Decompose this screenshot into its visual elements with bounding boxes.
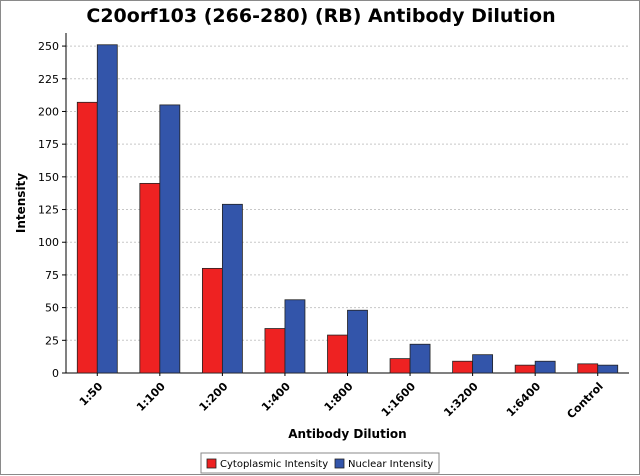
y-tick-label: 150	[38, 171, 59, 184]
bar-cytoplasmic	[452, 360, 474, 374]
y-tick-label: 225	[38, 73, 59, 86]
x-tick-label: 1:1600	[379, 380, 419, 420]
bar-cytoplasmic	[139, 182, 161, 374]
bar-nuclear	[534, 360, 556, 374]
bar-nuclear	[284, 299, 306, 374]
bar-nuclear	[96, 44, 118, 374]
bar-cytoplasmic	[327, 334, 348, 374]
legend-label: Cytoplasmic Intensity	[220, 459, 328, 470]
x-tick-label: 1:3200	[441, 380, 481, 420]
y-tick-label: 175	[38, 138, 59, 151]
bar-nuclear	[347, 309, 368, 374]
bar-nuclear	[409, 343, 431, 374]
y-tick-label: 250	[38, 40, 59, 53]
y-tick-label: 75	[45, 269, 59, 282]
y-tick-label: 125	[38, 204, 59, 217]
legend-swatch	[334, 458, 345, 469]
y-tick-label: 200	[38, 105, 59, 118]
bar-nuclear	[472, 354, 494, 374]
bar-nuclear	[597, 364, 619, 374]
y-axis-label: Intensity	[14, 173, 28, 233]
bar-cytoplasmic	[264, 328, 286, 374]
y-tick-label: 25	[45, 334, 59, 347]
x-tick-label: Control	[564, 380, 605, 421]
y-tick-label: 100	[38, 236, 59, 249]
bar-cytoplasmic	[389, 358, 411, 374]
y-tick-label: 50	[45, 302, 59, 315]
bar-cytoplasmic	[577, 363, 599, 374]
bar-cytoplasmic	[201, 267, 223, 374]
x-tick-label: 1:6400	[504, 380, 544, 420]
bar-cytoplasmic	[76, 101, 98, 374]
legend-label: Nuclear Intensity	[348, 459, 433, 470]
legend	[200, 452, 440, 474]
x-tick-label: 1:100	[134, 380, 168, 414]
x-axis-label: Antibody Dilution	[288, 427, 406, 441]
x-tick-label: 1:800	[322, 380, 356, 414]
legend-swatch	[206, 458, 217, 469]
x-tick-label: 1:400	[259, 380, 293, 414]
x-tick-label: 1:50	[77, 380, 106, 409]
x-tick-label: 1:200	[197, 380, 231, 414]
y-tick-label: 0	[52, 367, 59, 380]
chart-title: C20orf103 (266-280) (RB) Antibody Diluti…	[86, 5, 555, 27]
bar-nuclear	[159, 104, 181, 374]
bar-cytoplasmic	[514, 364, 536, 374]
bar-nuclear	[221, 203, 243, 374]
